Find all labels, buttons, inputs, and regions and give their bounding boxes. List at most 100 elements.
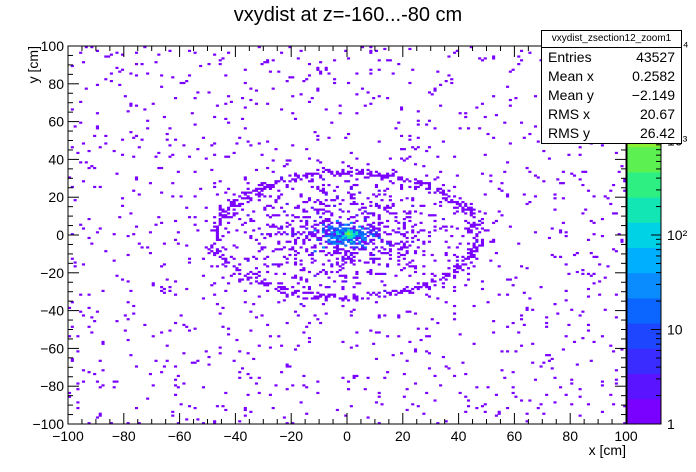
heatmap-cell — [282, 287, 286, 291]
heatmap-cell — [341, 259, 345, 262]
heatmap-cell — [310, 261, 314, 264]
heatmap-cell — [425, 282, 429, 285]
heatmap-cell — [355, 276, 359, 279]
y-tick-label: 0 — [56, 227, 64, 243]
stats-label: Mean x — [548, 68, 594, 84]
heatmap-cell — [614, 378, 618, 381]
heatmap-cell — [386, 225, 390, 228]
heatmap-cell — [193, 97, 197, 100]
heatmap-cell — [349, 240, 353, 243]
heatmap-cell — [408, 155, 412, 158]
heatmap-cell — [213, 221, 217, 224]
heatmap-cell — [302, 174, 306, 177]
heatmap-cell — [79, 310, 83, 313]
heatmap-cell — [374, 357, 378, 361]
heatmap-cell — [266, 166, 270, 170]
heatmap-cell — [422, 165, 426, 168]
heatmap-cell — [277, 197, 281, 200]
heatmap-cell — [347, 210, 351, 213]
heatmap-cell — [400, 291, 404, 294]
heatmap-cell — [352, 255, 356, 258]
heatmap-cell — [249, 199, 253, 202]
heatmap-cell — [358, 235, 362, 238]
heatmap-cell — [413, 252, 418, 255]
heatmap-cell — [394, 219, 398, 223]
heatmap-cell — [288, 76, 292, 79]
heatmap-cell — [215, 248, 219, 251]
heatmap-cell — [494, 252, 498, 255]
heatmap-cell — [405, 388, 409, 391]
heatmap-cell — [285, 363, 289, 366]
heatmap-cell — [215, 236, 219, 240]
heatmap-cell — [539, 286, 543, 289]
heatmap-cell — [464, 202, 468, 206]
heatmap-cell — [355, 252, 359, 255]
heatmap-cell — [394, 242, 398, 245]
heatmap-cell — [302, 225, 306, 228]
heatmap-cell — [561, 182, 565, 185]
heatmap-cell — [447, 55, 451, 58]
heatmap-cell — [282, 416, 286, 419]
heatmap-cell — [324, 286, 328, 289]
heatmap-cell — [193, 170, 197, 173]
heatmap-cell — [466, 252, 471, 255]
heatmap-cell — [335, 408, 339, 412]
heatmap-cell — [227, 208, 231, 211]
heatmap-cell — [254, 316, 259, 319]
heatmap-cell — [347, 81, 351, 85]
heatmap-cell — [213, 216, 217, 219]
heatmap-cell — [243, 301, 247, 304]
heatmap-cell — [232, 200, 236, 204]
heatmap-cell — [277, 189, 281, 192]
heatmap-cell — [578, 388, 582, 391]
heatmap-cell — [221, 263, 225, 266]
heatmap-cell — [612, 403, 616, 406]
heatmap-cell — [168, 144, 172, 147]
heatmap-cell — [305, 236, 309, 240]
heatmap-cell — [584, 208, 588, 211]
heatmap-cell — [221, 210, 225, 213]
heatmap-cell — [355, 219, 359, 223]
heatmap-cell — [263, 195, 267, 198]
heatmap-cell — [305, 325, 309, 328]
heatmap-cell — [377, 140, 381, 143]
heatmap-cell — [179, 81, 183, 85]
heatmap-cell — [280, 286, 284, 289]
heatmap-cell — [508, 278, 512, 281]
heatmap-cell — [525, 420, 529, 423]
heatmap-cell — [319, 216, 323, 219]
heatmap-cell — [377, 193, 381, 196]
heatmap-cell — [472, 223, 476, 226]
heatmap-cell — [458, 127, 462, 130]
heatmap-cell — [614, 151, 618, 155]
heatmap-cell — [397, 252, 401, 255]
heatmap-cell — [95, 83, 99, 86]
heatmap-cell — [137, 146, 141, 149]
heatmap-cell — [187, 155, 192, 158]
heatmap-cell — [193, 327, 197, 330]
heatmap-cell — [260, 183, 264, 187]
heatmap-cell — [168, 329, 172, 332]
heatmap-cell — [221, 235, 225, 238]
heatmap-cell — [347, 132, 351, 136]
heatmap-cell — [405, 252, 409, 255]
heatmap-cell — [561, 170, 565, 173]
heatmap-cell — [374, 195, 378, 198]
heatmap-cell — [285, 257, 289, 260]
heatmap-cell — [285, 80, 289, 83]
heatmap-cell — [280, 291, 284, 294]
heatmap-cell — [592, 195, 596, 198]
heatmap-cell — [416, 327, 420, 330]
heatmap-cell — [232, 265, 236, 268]
heatmap-cell — [307, 216, 312, 219]
heatmap-cell — [338, 297, 342, 300]
heatmap-cell — [372, 174, 376, 177]
heatmap-cell — [559, 255, 563, 258]
heatmap-cell — [291, 246, 295, 249]
heatmap-cell — [257, 391, 261, 395]
heatmap-cell — [561, 221, 565, 224]
heatmap-cell — [254, 187, 259, 190]
heatmap-cell — [425, 286, 429, 289]
heatmap-cell — [140, 246, 144, 249]
heatmap-cell — [335, 270, 339, 274]
